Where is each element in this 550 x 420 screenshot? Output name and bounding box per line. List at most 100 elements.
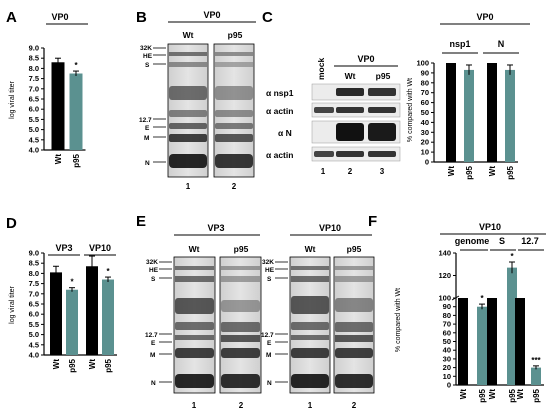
bar [86,266,98,355]
x-tick-label: Wt [488,166,497,177]
y-axis-label: log viral titer [9,80,16,118]
blot-c-row-nsp1: α nsp1 [266,88,294,98]
bar [446,63,456,162]
gel-b-bands [169,52,253,168]
x-tick-label: p95 [104,358,113,372]
marker-he: HE [143,53,153,60]
e2-marker-12-7: 12.7 [261,332,274,339]
gel-b-lane-number-1: 1 [186,182,191,191]
y-tick-label: 0 [447,381,451,390]
significance-mark: * [480,294,484,303]
y-tick-label: 60 [421,98,429,107]
x-tick-label: Wt [516,389,525,400]
chart-title: VP0 [51,12,68,22]
gel-e1-lane-p95: p95 [234,244,249,254]
y-tick-label: 90 [443,302,451,311]
gel-e1-markers: 32K HE S 12.7 E M N [145,259,172,387]
e2-marker-32k: 32K [262,259,274,266]
blot-c-lane-p95: p95 [376,71,391,81]
blot-c-row-n: α N [278,128,292,138]
group-label: VP10 [89,243,111,253]
y-tick-label: 10 [443,372,451,381]
y-tick-label: 6.0 [29,310,39,319]
y-tick-label: 40 [421,118,429,127]
y-tick-label: 6.0 [29,105,39,114]
y-tick-label: 20 [421,138,429,147]
y-tick-label: 100 [416,59,429,68]
marker-e: E [145,125,150,132]
blot-c-lane-wt: Wt [345,71,356,81]
y-tick-label: 4.0 [29,351,39,360]
group-label: genome [455,236,490,246]
y-tick-label: 7.5 [29,74,39,83]
e1-marker-32k: 32K [146,259,158,266]
y-tick-label: 60 [443,328,451,337]
blot-c-row-actin-2: α actin [266,150,293,160]
y-tick-label: 20 [443,363,451,372]
x-tick-label: p95 [506,165,515,179]
blot-c-lane-number-2: 2 [348,167,353,176]
y-tick-label: 6.5 [29,95,39,104]
x-tick-label: p95 [532,388,541,402]
bar [69,73,83,150]
group-label: nsp1 [449,39,470,49]
y-tick-label: 8.5 [29,54,39,63]
y-tick-label: 5.5 [29,115,39,124]
y-tick-label: 0 [425,158,429,167]
y-tick-label: 4.0 [29,146,39,155]
y-tick-label: 90 [421,68,429,77]
x-tick-label: p95 [68,358,77,372]
blot-c-lane-mock: mock [316,58,326,80]
gel-e2-lane-number-2: 2 [352,401,357,410]
bar [515,298,525,385]
chart-title: VP10 [479,222,501,232]
e1-marker-he: HE [149,267,159,274]
e1-marker-m: M [150,352,155,359]
gel-e1-lane-number-1: 1 [192,401,197,410]
gel-b-markers: 32K HE S 12.7 E M N [139,45,166,167]
y-tick-label: 40 [443,346,451,355]
marker-m: M [144,135,149,142]
e1-marker-n: N [151,380,156,387]
gel-e-left: VP3 Wt p95 32K HE S 12.7 E M [145,223,262,410]
significance-mark: *** [531,356,541,365]
y-tick-label: 7.0 [29,84,39,93]
group-label: VP3 [55,243,72,253]
panel-label-f: F [368,213,377,230]
marker-n: N [145,160,150,167]
x-tick-label: Wt [52,359,61,370]
marker-12-7: 12.7 [139,117,152,124]
gel-b-lane-number-2: 2 [232,182,237,191]
group-label: S [499,236,505,246]
x-tick-label: Wt [54,154,63,165]
panel-label-c: C [262,9,273,26]
panel-label-a: A [6,9,17,26]
bar [66,289,78,355]
y-axis-label: % compared with Wt [407,78,414,142]
y-axis-label: log viral titer [9,285,16,323]
y-tick-label: 100 [438,294,451,303]
x-tick-label: Wt [459,389,468,400]
x-tick-label: Wt [88,359,97,370]
gel-e1-lane-wt: Wt [189,244,200,254]
panel-label-e: E [136,213,146,230]
bar [487,298,497,385]
e2-marker-he: HE [265,267,275,274]
gel-e1-title: VP3 [207,223,224,233]
gel-b-title: VP0 [203,10,220,20]
blot-c-lane-number-1: 1 [321,167,326,176]
x-tick-label: Wt [488,389,497,400]
e2-marker-s: S [267,276,272,283]
group-label: N [498,39,505,49]
gel-e2-lane-wt: Wt [305,244,316,254]
y-tick-label: 80 [421,78,429,87]
gel-e2-bands [291,266,373,388]
y-tick-label: 10 [421,148,429,157]
bar [477,306,487,385]
bar [458,298,468,385]
y-tick-label: 70 [421,88,429,97]
y-tick-label: 50 [421,108,429,117]
bar [102,279,114,355]
